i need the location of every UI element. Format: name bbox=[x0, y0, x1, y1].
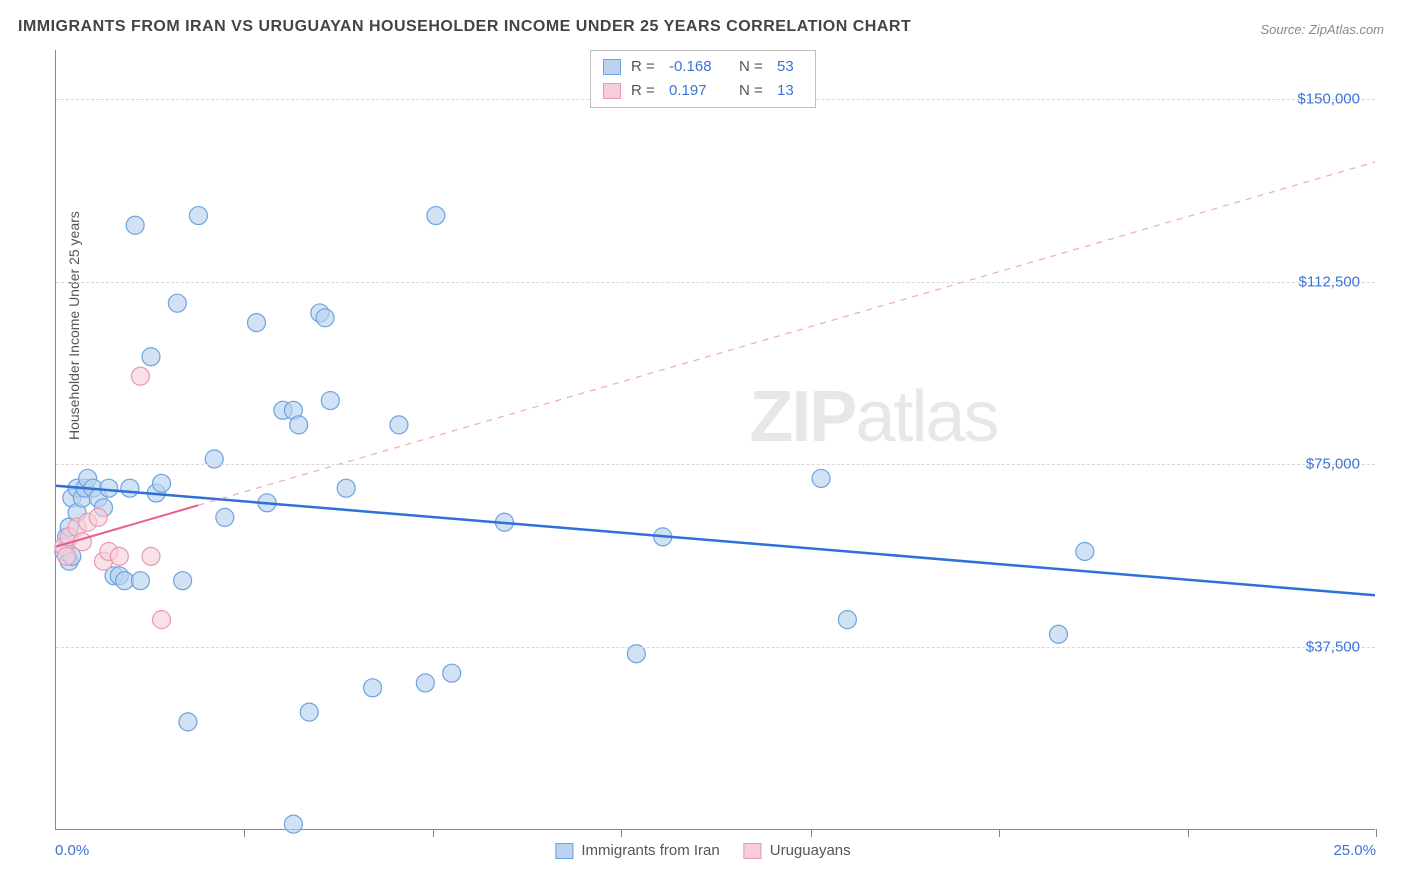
scatter-point-iran bbox=[337, 479, 355, 497]
swatch-icon bbox=[603, 83, 621, 99]
scatter-point-iran bbox=[216, 508, 234, 526]
scatter-point-iran bbox=[443, 664, 461, 682]
x-axis-max-label: 25.0% bbox=[1333, 842, 1376, 859]
scatter-point-iran bbox=[247, 314, 265, 332]
n-value: 13 bbox=[777, 79, 803, 103]
swatch-icon bbox=[603, 59, 621, 75]
legend-item: Uruguayans bbox=[744, 842, 851, 859]
scatter-point-uruguay bbox=[58, 547, 76, 565]
scatter-point-iran bbox=[364, 679, 382, 697]
n-label: N = bbox=[739, 79, 767, 103]
series-legend: Immigrants from Iran Uruguayans bbox=[555, 842, 850, 859]
legend-label: Immigrants from Iran bbox=[581, 842, 719, 859]
scatter-point-iran bbox=[284, 815, 302, 833]
swatch-icon bbox=[555, 843, 573, 859]
source-attribution: Source: ZipAtlas.com bbox=[1260, 22, 1384, 37]
scatter-point-iran bbox=[179, 713, 197, 731]
scatter-point-iran bbox=[416, 674, 434, 692]
scatter-point-iran bbox=[812, 469, 830, 487]
scatter-point-iran bbox=[100, 479, 118, 497]
scatter-svg bbox=[56, 50, 1375, 829]
x-tick bbox=[1376, 829, 1377, 837]
scatter-point-iran bbox=[300, 703, 318, 721]
x-tick bbox=[244, 829, 245, 837]
r-label: R = bbox=[631, 79, 659, 103]
r-label: R = bbox=[631, 55, 659, 79]
x-axis-min-label: 0.0% bbox=[55, 842, 89, 859]
scatter-point-iran bbox=[321, 392, 339, 410]
correlation-legend: R = -0.168 N = 53 R = 0.197 N = 13 bbox=[590, 50, 816, 108]
scatter-point-iran bbox=[316, 309, 334, 327]
scatter-point-iran bbox=[168, 294, 186, 312]
scatter-point-iran bbox=[427, 207, 445, 225]
trend-extrap-uruguay bbox=[198, 162, 1375, 505]
r-value: 0.197 bbox=[669, 79, 729, 103]
gridline bbox=[56, 647, 1375, 648]
n-value: 53 bbox=[777, 55, 803, 79]
x-tick bbox=[811, 829, 812, 837]
x-tick bbox=[621, 829, 622, 837]
n-label: N = bbox=[739, 55, 767, 79]
y-tick-label: $150,000 bbox=[1297, 90, 1360, 107]
scatter-point-iran bbox=[390, 416, 408, 434]
scatter-point-uruguay bbox=[142, 547, 160, 565]
x-tick bbox=[999, 829, 1000, 837]
y-tick-label: $75,000 bbox=[1306, 456, 1360, 473]
scatter-point-iran bbox=[142, 348, 160, 366]
y-tick-label: $37,500 bbox=[1306, 639, 1360, 656]
x-tick bbox=[433, 829, 434, 837]
plot-area: Householder Income Under 25 years $37,50… bbox=[55, 50, 1375, 830]
scatter-point-iran bbox=[1049, 625, 1067, 643]
legend-item: Immigrants from Iran bbox=[555, 842, 719, 859]
scatter-point-iran bbox=[131, 572, 149, 590]
correlation-row-iran: R = -0.168 N = 53 bbox=[603, 55, 803, 79]
correlation-row-uruguay: R = 0.197 N = 13 bbox=[603, 79, 803, 103]
scatter-point-uruguay bbox=[89, 508, 107, 526]
y-tick-label: $112,500 bbox=[1299, 273, 1360, 290]
gridline bbox=[56, 282, 1375, 283]
scatter-point-iran bbox=[126, 216, 144, 234]
scatter-point-uruguay bbox=[110, 547, 128, 565]
r-value: -0.168 bbox=[669, 55, 729, 79]
scatter-point-iran bbox=[174, 572, 192, 590]
scatter-point-uruguay bbox=[131, 367, 149, 385]
scatter-point-iran bbox=[189, 207, 207, 225]
scatter-point-iran bbox=[838, 611, 856, 629]
scatter-point-iran bbox=[121, 479, 139, 497]
chart-title: IMMIGRANTS FROM IRAN VS URUGUAYAN HOUSEH… bbox=[18, 18, 911, 36]
scatter-point-iran bbox=[1076, 542, 1094, 560]
x-tick bbox=[1188, 829, 1189, 837]
gridline bbox=[56, 464, 1375, 465]
legend-label: Uruguayans bbox=[770, 842, 851, 859]
trend-line-iran bbox=[56, 486, 1375, 596]
scatter-point-iran bbox=[290, 416, 308, 434]
swatch-icon bbox=[744, 843, 762, 859]
scatter-point-iran bbox=[153, 474, 171, 492]
scatter-point-uruguay bbox=[153, 611, 171, 629]
